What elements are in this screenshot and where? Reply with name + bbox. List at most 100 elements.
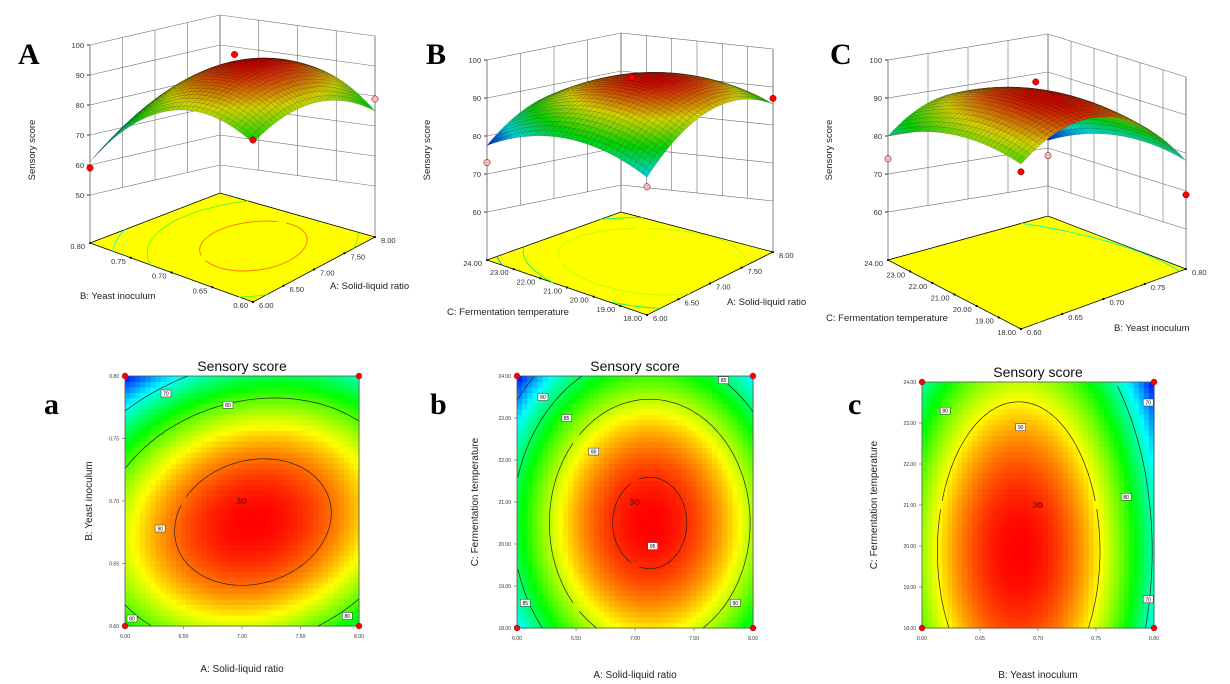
heatmap-cell [196,593,202,600]
heatmap-cell [140,577,146,584]
heatmap-cell [196,452,202,459]
heatmap-cell [140,582,146,589]
heatmap-cell [236,533,243,540]
heatmap-cell [242,479,248,486]
z-tick-label: 60 [473,208,481,217]
heatmap-cell [170,615,177,622]
z-tick-label: 70 [76,131,84,140]
heatmap-cell [175,582,182,589]
heatmap-cell [216,479,223,486]
heatmap-cell [150,414,157,421]
heatmap-cell [165,555,172,562]
heatmap-cell [196,446,202,453]
heatmap-cell [175,484,182,491]
heatmap-cell [170,555,177,562]
heatmap-cell [160,555,167,562]
heatmap-cell [242,381,248,388]
design-point [483,159,491,167]
heatmap-cell [135,441,141,448]
heatmap-cell [175,397,182,404]
heatmap-cell [252,511,258,518]
heatmap-cell [191,604,197,611]
heatmap-cell [175,408,182,415]
heatmap-cell [262,604,269,611]
heatmap-cell [211,593,218,600]
heatmap-cell [262,598,269,605]
heatmap-cell [226,528,233,535]
heatmap-cell [125,446,131,453]
heatmap-cell [125,452,131,459]
heatmap-cell [252,386,258,393]
heatmap-cell [257,386,263,393]
heatmap-cell [140,484,146,491]
heatmap-cell [221,506,228,513]
heatmap-cell [211,490,218,497]
y-tick-label: 21.00 [931,294,950,303]
heatmap-cell [267,560,274,567]
heatmap-cell [201,468,207,475]
heatmap-cell [130,435,136,442]
x-tick-mark [740,266,743,269]
heatmap-cell [257,615,263,622]
heatmap-cell [201,593,207,600]
heatmap-cell [262,615,269,622]
heatmap-cell [155,424,162,431]
heatmap-cell [201,435,207,442]
heatmap-cell [247,598,253,605]
heatmap-cell [216,544,223,551]
heatmap-cell [155,462,162,469]
heatmap-cell [226,386,233,393]
heatmap-cell [252,468,258,475]
heatmap-cell [206,484,213,491]
heatmap-cell [130,462,136,469]
heatmap-cell [175,533,182,540]
x-tick-mark [251,300,255,304]
heatmap-cell [191,435,197,442]
heatmap-cell [170,490,177,497]
heatmap-cell [145,571,152,578]
heatmap-cell [130,446,136,453]
heatmap-cell [252,484,258,491]
heatmap-cell [191,501,197,508]
heatmap-cell [145,555,152,562]
heatmap-cell [267,566,274,573]
heatmap-cell [216,424,223,431]
heatmap-cell [211,615,218,622]
heatmap-cell [247,462,253,469]
heatmap-cell [211,533,218,540]
heatmap-cell [186,609,192,616]
heatmap-cell [175,392,182,399]
heatmap-cell [247,522,253,529]
heatmap-cell [216,549,223,556]
heatmap-cell [236,571,243,578]
heatmap-cell [140,506,146,513]
heatmap-cell [242,549,248,556]
heatmap-cell [180,506,187,513]
heatmap-cell [236,539,243,546]
heatmap-cell [170,566,177,573]
heatmap-cell [180,582,187,589]
heatmap-cell [236,511,243,518]
heatmap-cell [242,511,248,518]
heatmap-cell [145,435,152,442]
heatmap-cell [211,424,218,431]
heatmap-cell [145,479,152,486]
heatmap-cell [252,506,258,513]
heatmap-cell [236,414,243,421]
heatmap-cell [267,604,274,611]
y-tick-label: 19.00 [597,305,616,314]
heatmap-cell [216,522,223,529]
heatmap-cell [125,473,131,480]
heatmap-cell [186,479,192,486]
heatmap-cell [252,517,258,524]
x-tick-mark [343,252,346,255]
heatmap-cell [211,555,218,562]
heatmap-cell [125,549,131,556]
heatmap-cell [236,555,243,562]
heatmap-cell [221,593,228,600]
heatmap-cell [252,604,258,611]
heatmap-cell [145,403,152,410]
heatmap-cell [191,424,197,431]
heatmap-cell [135,430,141,437]
